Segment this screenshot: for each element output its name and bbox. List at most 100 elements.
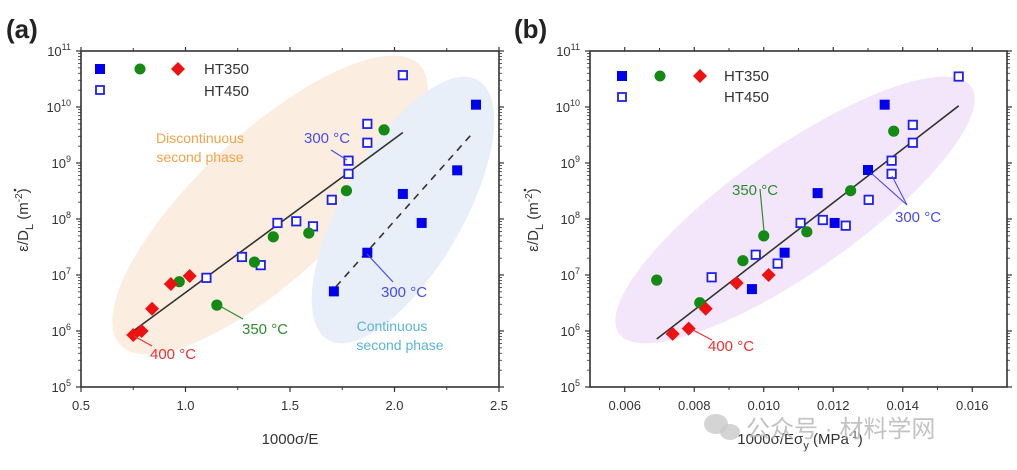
y-tick-label: 106 bbox=[52, 322, 71, 339]
data-point-filled-square bbox=[829, 217, 840, 228]
discontinuous-label-1: Discontinuous bbox=[156, 130, 244, 146]
data-point-open-square bbox=[291, 216, 302, 227]
x-tick-label: 0.016 bbox=[956, 398, 989, 413]
data-point-circle bbox=[267, 231, 279, 243]
data-point-filled-square bbox=[416, 217, 427, 228]
data-point-open-square bbox=[272, 217, 283, 229]
data-point-circle bbox=[303, 227, 315, 239]
annot-300c-b: 300 °C bbox=[895, 209, 941, 226]
annot-350c-b: 350 °C bbox=[732, 182, 778, 199]
x-tick-label: 0.006 bbox=[608, 398, 641, 413]
legend-marker-open-square bbox=[95, 85, 105, 95]
data-point-open-square bbox=[362, 118, 373, 129]
y-tick-label: 109 bbox=[52, 154, 71, 171]
x-tick-label: 0.012 bbox=[817, 398, 850, 413]
y-axis-dot-a bbox=[13, 188, 17, 192]
annot-line-400-b bbox=[692, 329, 713, 341]
continuous-fit-line bbox=[335, 133, 473, 288]
data-point-diamond bbox=[163, 277, 178, 292]
legend-b: HT350 HT450 bbox=[617, 68, 769, 106]
panel-label-b: (b) bbox=[514, 14, 547, 44]
legend-label-ht350: HT350 bbox=[724, 68, 769, 85]
data-point-open-square bbox=[201, 272, 212, 283]
data-point-open-square bbox=[343, 168, 354, 179]
y-tick-label: 109 bbox=[561, 154, 580, 171]
x-tick-label: 0.5 bbox=[72, 398, 90, 413]
legend-marker-diamond bbox=[693, 69, 707, 83]
watermark-text: 公众号 · 材料学网 bbox=[746, 416, 935, 443]
y-tick-label: 1010 bbox=[556, 98, 580, 115]
data-point-circle bbox=[340, 185, 353, 197]
annot-line-300-b2 bbox=[891, 175, 908, 206]
x-tick-label: 0.014 bbox=[886, 398, 919, 413]
x-tick-label: 0.008 bbox=[678, 398, 711, 413]
data-point-open-square bbox=[236, 251, 248, 263]
data-point-open-square bbox=[886, 155, 897, 166]
data-point-circle bbox=[845, 185, 857, 197]
data-point-diamond bbox=[681, 321, 696, 336]
legend-marker-filled-square bbox=[617, 71, 627, 81]
data-point-open-square bbox=[706, 272, 717, 283]
data-point-diamond bbox=[126, 327, 141, 342]
data-point-diamond bbox=[761, 268, 776, 282]
data-point-diamond bbox=[698, 301, 713, 316]
data-point-filled-square bbox=[452, 165, 463, 176]
data-point-open-square bbox=[817, 214, 828, 226]
y-tick-label: 1011 bbox=[556, 42, 580, 59]
data-point-circle bbox=[248, 256, 261, 268]
x-tick-label: 2.0 bbox=[385, 398, 403, 413]
legend-marker-open-square bbox=[617, 92, 627, 102]
data-point-open-square bbox=[886, 168, 897, 179]
legend-marker-diamond bbox=[171, 62, 185, 76]
y-tick-label: 106 bbox=[561, 322, 580, 339]
continuous-region bbox=[311, 76, 495, 344]
data-point-filled-square bbox=[362, 247, 373, 258]
data-point-circle bbox=[758, 230, 770, 242]
wechat-icon-bubble bbox=[720, 424, 740, 440]
annot-line-350-a bbox=[217, 304, 244, 320]
data-point-open-square bbox=[907, 137, 918, 148]
discontinuous-label-2: second phase bbox=[156, 149, 243, 165]
x-tick-label: 1.5 bbox=[281, 398, 299, 413]
legend-marker-circle bbox=[654, 70, 666, 82]
y-axis-title-b: ε/DL (m-2) bbox=[524, 188, 546, 251]
data-point-circle bbox=[651, 274, 663, 286]
annot-line-300-b1 bbox=[870, 172, 908, 206]
annot-line-350-b bbox=[759, 188, 765, 232]
y-axis-title-a: ε/DL (m-2) bbox=[14, 188, 36, 251]
all-data-region bbox=[615, 76, 975, 344]
data-point-diamond bbox=[145, 301, 160, 316]
y-axis-dot-b bbox=[523, 188, 527, 192]
data-point-open-square bbox=[907, 119, 918, 130]
data-point-open-square bbox=[863, 194, 874, 205]
data-point-open-square bbox=[397, 70, 408, 81]
data-point-open-square bbox=[840, 220, 851, 231]
data-point-filled-square bbox=[879, 99, 890, 110]
data-point-filled-square bbox=[863, 164, 873, 175]
y-tick-label: 108 bbox=[561, 210, 580, 227]
annot-400c-a: 400 °C bbox=[150, 346, 196, 363]
annot-line-300-a2 bbox=[366, 253, 394, 283]
y-tick-label: 105 bbox=[561, 378, 580, 395]
data-point-diamond bbox=[182, 268, 197, 283]
data-point-filled-square bbox=[812, 188, 823, 199]
panel-a: (a) Discontinuous second phase Continuou… bbox=[6, 14, 508, 448]
legend-label-ht350: HT350 bbox=[204, 61, 249, 78]
y-tick-label: 105 bbox=[52, 378, 71, 395]
data-point-circle bbox=[801, 226, 813, 238]
legend-label-ht450: HT450 bbox=[724, 89, 769, 106]
panel-b: (b) 350 °C 300 °C 400 °C 0.006 0.008 0.010… bbox=[514, 14, 1012, 452]
data-point-open-square bbox=[362, 137, 373, 148]
legend-marker-circle bbox=[134, 63, 146, 75]
y-tick-label: 107 bbox=[52, 266, 71, 283]
y-tick-label: 108 bbox=[52, 210, 71, 227]
y-tick-label: 107 bbox=[561, 266, 580, 283]
annot-300c-a1: 300 °C bbox=[304, 130, 350, 147]
legend-marker-filled-square bbox=[95, 64, 105, 74]
data-point-circle bbox=[378, 124, 390, 136]
data-point-open-square bbox=[343, 155, 354, 166]
data-point-open-square bbox=[795, 217, 806, 229]
annot-line-300-a1 bbox=[330, 149, 348, 161]
discontinuous-fit-line bbox=[132, 131, 404, 332]
data-point-open-square bbox=[772, 258, 783, 269]
